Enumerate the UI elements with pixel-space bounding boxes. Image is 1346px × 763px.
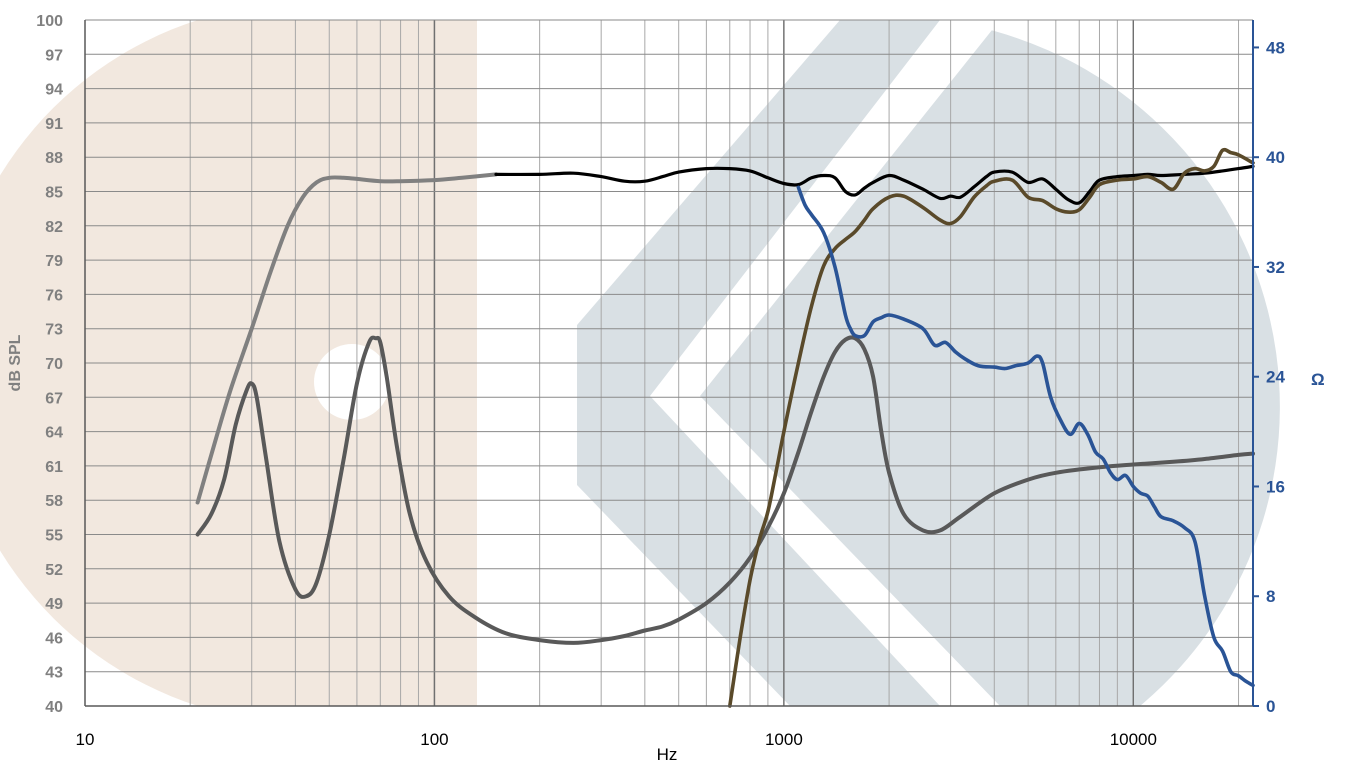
x-axis-title: Hz [657, 745, 678, 763]
x-tick-label: 10000 [1110, 730, 1157, 749]
y2-tick-label: 32 [1266, 258, 1285, 277]
y-tick-label: 40 [45, 699, 63, 716]
y-tick-label: 94 [45, 82, 63, 99]
y2-tick-label: 48 [1266, 38, 1285, 57]
y2-axis-title: Ω [1311, 370, 1325, 389]
y-tick-label: 43 [45, 665, 63, 682]
x-tick-label: 10 [76, 730, 95, 749]
y-tick-label: 82 [45, 219, 63, 236]
y-tick-label: 88 [45, 150, 63, 167]
y-tick-label: 70 [45, 356, 63, 373]
y-tick-label: 73 [45, 322, 63, 339]
y-tick-label: 49 [45, 596, 63, 613]
series-layer [195, 147, 1255, 708]
y-tick-label: 46 [45, 630, 63, 647]
y-tick-label: 61 [45, 459, 63, 476]
series-line-total-response [494, 164, 1255, 205]
y-tick-label: 76 [45, 287, 63, 304]
y-tick-label: 91 [45, 116, 63, 133]
watermark-k-upper [577, 20, 840, 325]
series-line-tweeter-impedance [796, 185, 1255, 688]
y-tick-label: 100 [36, 13, 63, 30]
y-axis-title: dB SPL [7, 334, 24, 391]
y-tick-label: 85 [45, 185, 63, 202]
y2-tick-label: 0 [1266, 697, 1275, 716]
y-tick-label: 64 [45, 425, 63, 442]
y2-tick-label: 24 [1266, 368, 1285, 387]
y-tick-label: 97 [45, 47, 63, 64]
y-tick-label: 58 [45, 493, 63, 510]
y-tick-label: 55 [45, 528, 63, 545]
y-tick-label: 79 [45, 253, 63, 270]
series-line-tweeter-response [728, 147, 1255, 708]
y2-tick-label: 40 [1266, 148, 1285, 167]
axes [84, 20, 1259, 707]
y2-tick-label: 16 [1266, 477, 1285, 496]
y2-tick-label: 8 [1266, 587, 1275, 606]
series-line-woofer-response [195, 172, 498, 505]
x-tick-label: 100 [420, 730, 448, 749]
tick-labels: 1009794918885827976737067646158555249464… [36, 13, 1285, 749]
grid [85, 19, 1253, 707]
y-tick-label: 52 [45, 562, 63, 579]
y-tick-label: 67 [45, 390, 63, 407]
x-tick-label: 1000 [765, 730, 803, 749]
series-line-woofer-impedance [195, 335, 1255, 645]
